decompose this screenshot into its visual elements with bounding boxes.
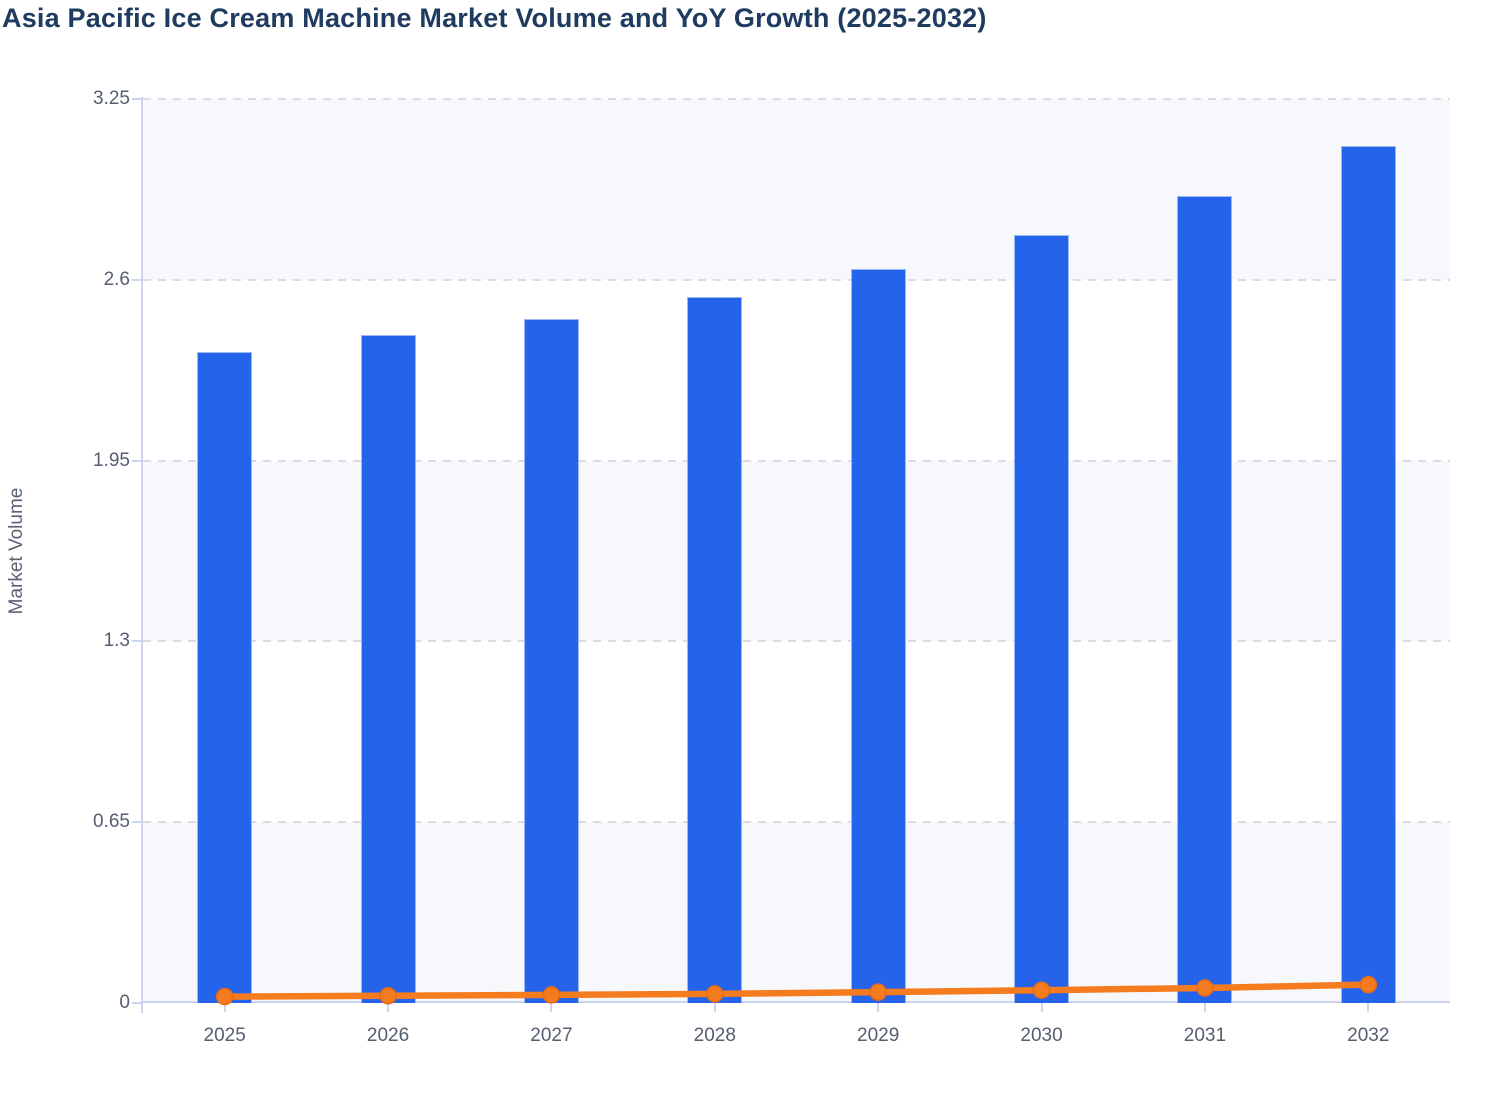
x-axis-tick xyxy=(223,1003,226,1012)
chart-title: Asia Pacific Ice Cream Machine Market Vo… xyxy=(2,3,987,33)
gridline xyxy=(143,278,1450,281)
y-axis-tick xyxy=(132,821,141,824)
x-tick-label: 2025 xyxy=(203,1025,246,1046)
x-tick-label: 2026 xyxy=(366,1025,410,1046)
x-axis-tick xyxy=(550,1003,553,1012)
x-axis-tick xyxy=(713,1003,716,1012)
y-axis-labels: 0 0.65 1.3 1.95 2.6 3.25 xyxy=(0,88,130,1013)
plot-area: 2025 2026 2027 2028 2029 2030 2031 2032 xyxy=(132,97,1450,1046)
bar-2028[interactable] xyxy=(687,296,743,1003)
gridline xyxy=(143,459,1450,462)
line-marker-2026[interactable] xyxy=(379,987,397,1005)
line-marker-2031[interactable] xyxy=(1196,979,1214,997)
line-marker-2027[interactable] xyxy=(542,986,561,1004)
bar-2029[interactable] xyxy=(850,268,906,1003)
x-axis-tick xyxy=(387,1003,390,1012)
x-axis-tick xyxy=(1203,1003,1206,1012)
y-tick-label: 3.25 xyxy=(93,88,130,109)
bar-2025[interactable] xyxy=(197,352,253,1003)
y-tick-label: 0 xyxy=(119,992,130,1013)
y-tick-label: 0.65 xyxy=(93,811,130,833)
y-tick-label: 1.95 xyxy=(93,449,130,471)
x-axis-tick xyxy=(877,1003,880,1012)
bar-2026[interactable] xyxy=(360,335,416,1003)
line-marker-2032[interactable] xyxy=(1359,975,1378,994)
bar-2032[interactable] xyxy=(1340,146,1396,1003)
line-marker-2030[interactable] xyxy=(1032,981,1051,999)
bar-2027[interactable] xyxy=(523,318,579,1003)
x-tick-label: 2029 xyxy=(857,1025,900,1046)
y-axis-tick xyxy=(132,640,141,643)
x-tick-label: 2031 xyxy=(1183,1025,1227,1046)
gridline xyxy=(143,640,1450,643)
x-tick-label: 2032 xyxy=(1347,1025,1390,1046)
line-marker-2028[interactable] xyxy=(706,985,724,1003)
y-axis-tick xyxy=(132,98,141,100)
x-tick-label: 2030 xyxy=(1020,1025,1063,1046)
y-axis-tick xyxy=(132,459,141,462)
x-tick-label: 2028 xyxy=(693,1025,736,1046)
x-tick-label: 2027 xyxy=(530,1025,573,1046)
y-tick-label: 1.3 xyxy=(103,630,130,652)
line-series-layer xyxy=(215,975,1378,1006)
bar-2031[interactable] xyxy=(1177,196,1233,1003)
x-axis-tick xyxy=(1367,1003,1370,1012)
line-marker-2025[interactable] xyxy=(215,987,234,1006)
y-axis-tick xyxy=(132,278,141,281)
y-axis-tick xyxy=(132,1002,141,1004)
line-marker-2029[interactable] xyxy=(869,983,887,1001)
x-axis-line xyxy=(143,1001,1450,1003)
bar-2030[interactable] xyxy=(1014,235,1070,1003)
yoy-growth-line[interactable] xyxy=(221,981,1372,1000)
y-axis-line xyxy=(141,97,143,1013)
x-axis-tick xyxy=(1040,1003,1043,1012)
gridline xyxy=(143,821,1450,824)
gridline xyxy=(143,98,1450,100)
y-tick-label: 2.6 xyxy=(103,268,130,290)
